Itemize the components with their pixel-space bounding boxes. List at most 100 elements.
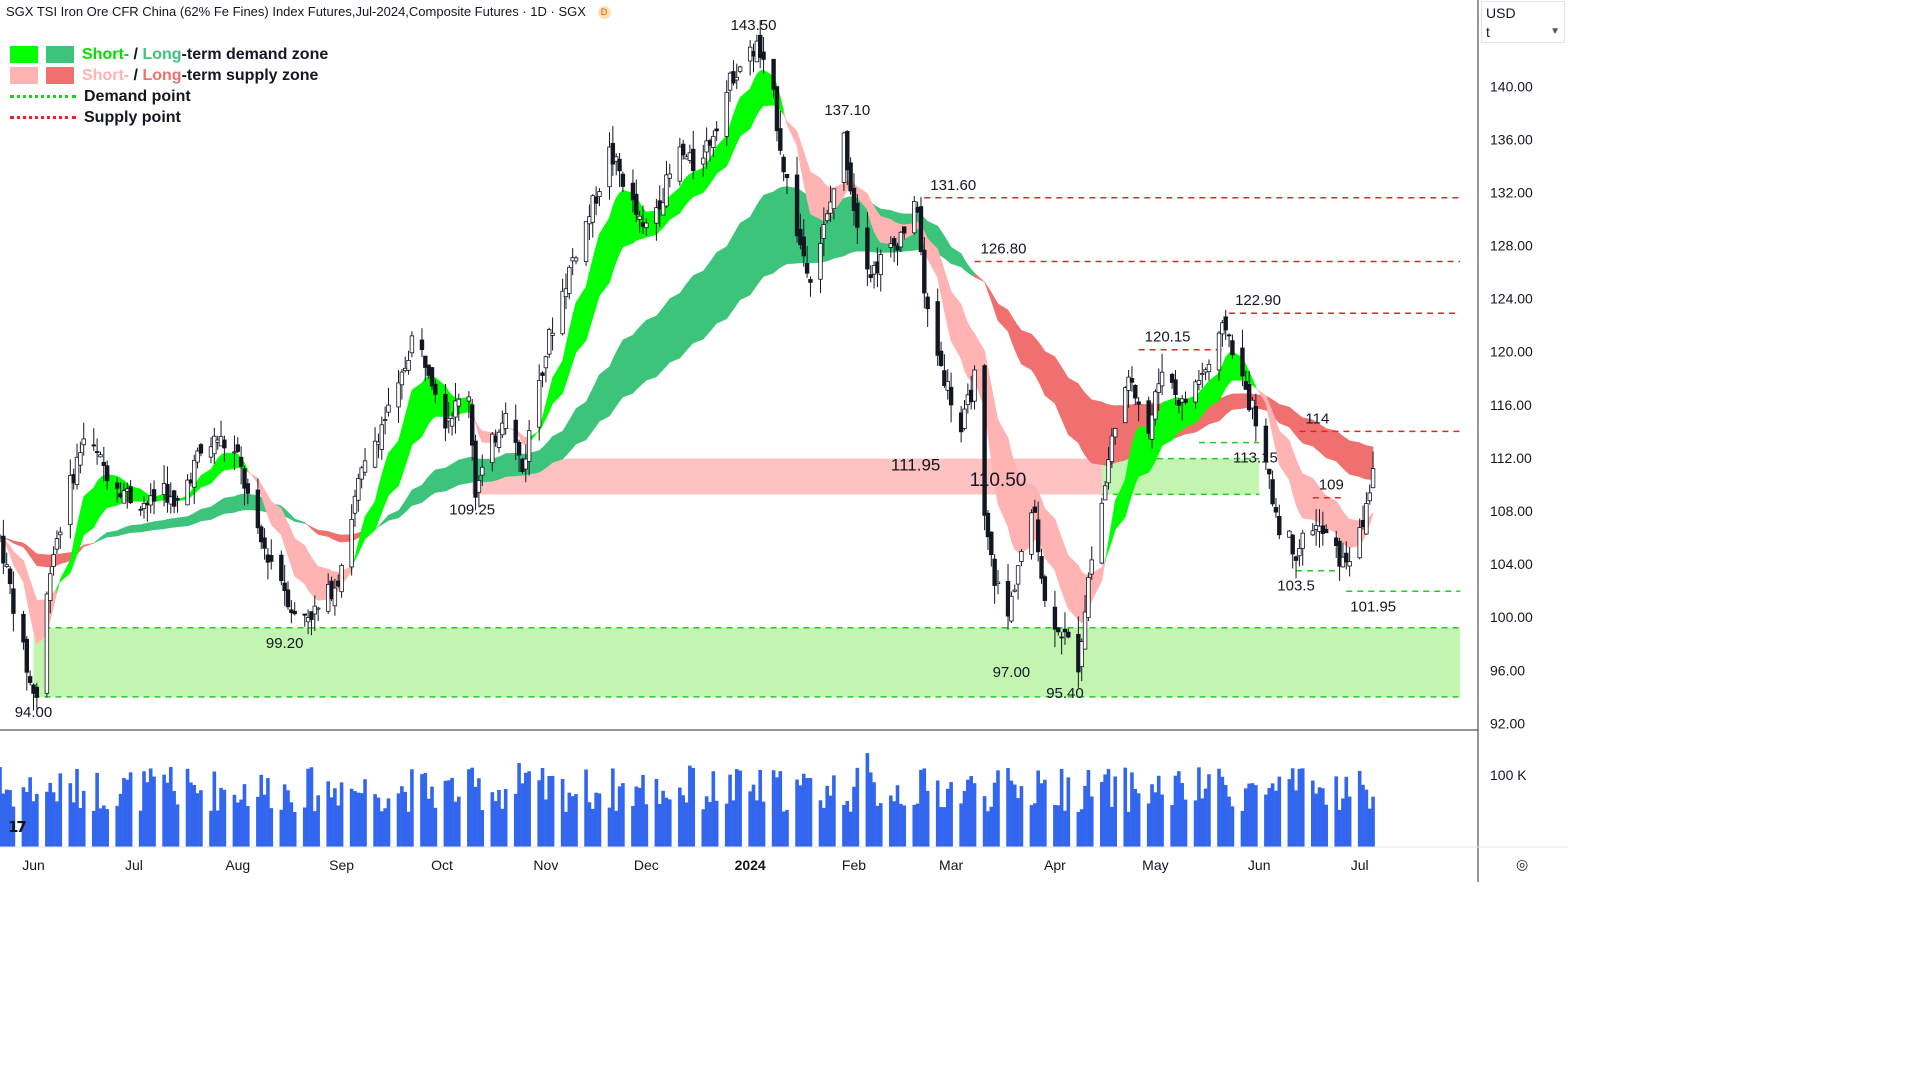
volume-bar — [1063, 810, 1067, 847]
candle-up — [590, 195, 595, 223]
volume-bar — [1254, 785, 1258, 847]
legend-long-text: Long — [142, 45, 182, 63]
volume-bar — [1059, 768, 1064, 847]
candle-down — [634, 193, 639, 215]
volume-bar — [621, 783, 625, 847]
short-term-band — [217, 454, 222, 477]
candle-down — [1173, 379, 1178, 396]
volume-bar — [336, 805, 341, 847]
volume-bar — [795, 779, 799, 847]
symbol-header[interactable]: SGX TSI Iron Ore CFR China (62% Fe Fines… — [6, 4, 611, 20]
long-term-band — [425, 475, 429, 501]
candle-up — [607, 146, 612, 188]
short-term-band — [669, 186, 681, 220]
settings-icon[interactable]: ◎ — [1516, 856, 1529, 872]
price-chart[interactable]: 143.50 137.10 131.60 126.80 122.90 120.15 114 1… — [0, 0, 1568, 882]
long-term-band — [763, 191, 774, 277]
short-term-band — [93, 481, 98, 528]
long-term-band — [950, 246, 962, 268]
volume-bar — [48, 782, 53, 847]
short-term-band — [1322, 490, 1327, 529]
volume-bar — [684, 802, 689, 847]
candle-down — [1230, 340, 1235, 356]
long-term-band — [60, 552, 71, 565]
short-term-band — [23, 560, 28, 600]
volume-bar — [105, 809, 109, 847]
candle-down — [948, 386, 954, 406]
y-tick-label: 112.00 — [1490, 450, 1532, 466]
volume-bar — [185, 768, 190, 847]
long-term-band — [1242, 393, 1247, 409]
volume-bar — [584, 769, 588, 847]
long-term-band — [80, 544, 84, 552]
volume-bar — [818, 800, 823, 847]
short-term-band — [729, 114, 734, 159]
volume-bar — [912, 804, 917, 847]
volume-bar — [966, 779, 970, 847]
short-term-band — [190, 485, 195, 498]
long-term-band — [636, 326, 640, 391]
volume-bar — [801, 773, 806, 847]
volume-bar — [1100, 781, 1104, 847]
short-term-band — [116, 475, 121, 506]
candle-down — [778, 128, 783, 151]
short-term-band — [1292, 449, 1297, 505]
y-tick-label: 116.00 — [1490, 397, 1532, 413]
candle-down — [1039, 556, 1044, 579]
candle-up — [466, 396, 472, 402]
candle-down — [279, 554, 284, 582]
candle-down — [801, 236, 806, 257]
volume-bar — [527, 771, 531, 847]
candle-up — [962, 408, 967, 429]
long-term-band — [970, 268, 975, 278]
volume-bar — [704, 796, 709, 847]
candle-down — [1293, 556, 1299, 561]
volume-bar — [410, 769, 414, 847]
long-term-band — [1064, 371, 1069, 435]
candle-down — [151, 489, 157, 502]
candle-down — [262, 537, 267, 549]
volume-bar — [848, 811, 853, 847]
tradingview-logo-icon[interactable]: 17 — [8, 818, 27, 836]
volume-bar — [1197, 767, 1201, 847]
volume-bar — [982, 796, 987, 847]
long-term-band — [502, 453, 506, 479]
long-term-band — [984, 281, 989, 292]
volume-bar — [865, 753, 870, 847]
long-term-band — [639, 322, 644, 387]
volume-bar — [256, 796, 260, 847]
long-term-band — [1279, 404, 1290, 428]
volume-bar — [45, 791, 49, 847]
price-label: 110.50 — [970, 470, 1027, 491]
volume-bar — [430, 786, 434, 847]
volume-bar — [1300, 768, 1305, 847]
long-term-band — [753, 204, 758, 291]
x-tick-label: May — [1142, 857, 1168, 873]
candle-down — [1267, 468, 1272, 475]
candle-up — [1297, 548, 1302, 557]
long-term-band — [1041, 345, 1046, 396]
long-term-band — [589, 388, 594, 437]
long-term-band — [1021, 329, 1032, 371]
long-term-band — [384, 514, 389, 524]
legend-sep: / — [129, 45, 143, 63]
volume-bar — [738, 770, 742, 847]
short-term-band — [354, 542, 359, 561]
volume-bar — [1016, 798, 1020, 847]
volume-bar — [1130, 772, 1134, 847]
volume-bar — [781, 811, 786, 847]
candle-down — [513, 419, 518, 443]
short-term-band — [224, 452, 235, 471]
candle-up — [4, 564, 9, 567]
volume-bar — [724, 803, 729, 847]
candle-down — [443, 394, 448, 429]
currency-selector[interactable]: USD t ▼ — [1481, 1, 1565, 43]
long-term-band — [1011, 314, 1015, 350]
short-term-band — [291, 530, 295, 577]
candle-up — [312, 605, 318, 615]
short-term-band — [411, 382, 423, 446]
short-term-band — [408, 389, 413, 456]
volume-bar — [855, 767, 860, 847]
short-term-band — [783, 110, 788, 125]
long-term-band — [1359, 442, 1364, 479]
